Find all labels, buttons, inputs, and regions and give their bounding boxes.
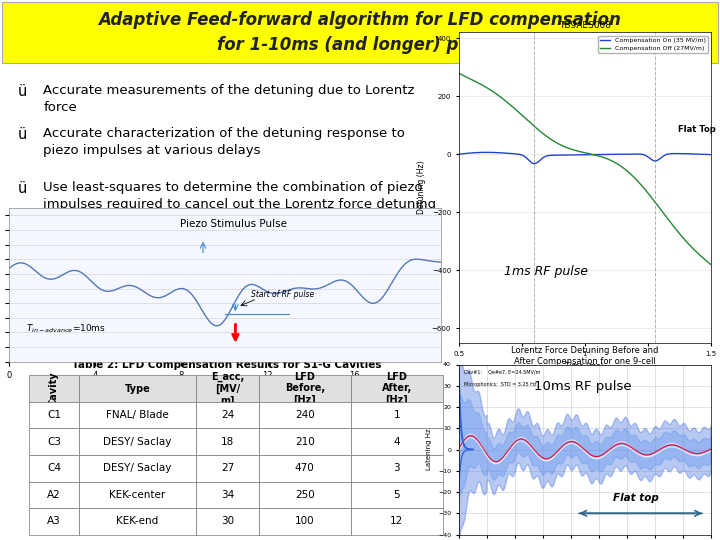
Text: Start of RF pulse: Start of RF pulse — [251, 291, 314, 299]
Text: ü: ü — [18, 84, 27, 99]
Text: Cav#1:    Qe#e7, E=24.5MV/m: Cav#1: Qe#e7, E=24.5MV/m — [464, 369, 540, 375]
Compensation On (35 MV/m) — [455, 151, 464, 158]
Compensation Off (27MV/m) — [667, 220, 675, 226]
Compensation On (35 MV/m) — [454, 151, 463, 158]
Y-axis label: Latening Hz: Latening Hz — [426, 429, 432, 470]
Compensation On (35 MV/m) — [606, 151, 615, 158]
Compensation Off (27MV/m) — [455, 70, 464, 77]
Line: Compensation On (35 MV/m): Compensation On (35 MV/m) — [459, 152, 711, 164]
Text: Table 2: LFD Compensation Results for S1-G Cavities: Table 2: LFD Compensation Results for S1… — [72, 360, 382, 369]
Text: Adaptive Feed-forward algorithm for LFD compensation
for 1-10ms (and longer) pul: Adaptive Feed-forward algorithm for LFD … — [99, 11, 621, 54]
Compensation Off (27MV/m) — [603, 156, 612, 163]
Compensation On (35 MV/m) — [668, 150, 677, 157]
Compensation Off (27MV/m) — [683, 239, 691, 246]
Title: TB9AES008: TB9AES008 — [559, 21, 611, 30]
Compensation Off (27MV/m) — [454, 70, 463, 76]
Text: Piezo Stimulus Pulse: Piezo Stimulus Pulse — [180, 219, 287, 228]
Compensation Off (27MV/m) — [706, 261, 715, 268]
Text: ü: ü — [18, 181, 27, 196]
Compensation On (35 MV/m) — [530, 160, 539, 167]
Compensation On (35 MV/m) — [482, 149, 491, 156]
X-axis label: Time, ms: Time, ms — [202, 386, 247, 395]
Text: $T_{in-advance}$=10ms: $T_{in-advance}$=10ms — [26, 322, 106, 334]
Compensation On (35 MV/m) — [685, 151, 693, 157]
Text: Flat Top: Flat Top — [678, 125, 716, 134]
Text: Accurate characterization of the detuning response to
piezo impulses at various : Accurate characterization of the detunin… — [43, 127, 405, 157]
X-axis label: Time (ms): Time (ms) — [565, 362, 604, 371]
Text: Lorentz Force Detuning Before and
After Compensation for one 9-cell
cavity equip: Lorentz Force Detuning Before and After … — [511, 346, 658, 377]
Compensation On (35 MV/m) — [706, 151, 715, 158]
Compensation On (35 MV/m) — [606, 151, 614, 158]
Text: 1ms RF pulse: 1ms RF pulse — [504, 265, 588, 278]
Line: Compensation Off (27MV/m): Compensation Off (27MV/m) — [459, 73, 711, 265]
Text: Flat top: Flat top — [613, 492, 658, 503]
Text: ü: ü — [18, 127, 27, 142]
Text: Accurate measurements of the detuning due to Lorentz
force: Accurate measurements of the detuning du… — [43, 84, 415, 114]
Y-axis label: Detuning (Hz): Detuning (Hz) — [417, 161, 426, 214]
FancyBboxPatch shape — [2, 2, 718, 63]
Legend: Compensation On (35 MV/m), Compensation Off (27MV/m): Compensation On (35 MV/m), Compensation … — [598, 36, 708, 53]
Text: 10ms RF pulse: 10ms RF pulse — [534, 380, 632, 393]
Compensation Off (27MV/m) — [608, 158, 617, 165]
Compensation Off (27MV/m) — [604, 156, 613, 163]
Text: Microphonics:  STD = 3.25 Hz: Microphonics: STD = 3.25 Hz — [464, 381, 536, 387]
Compensation On (35 MV/m) — [611, 151, 619, 158]
Text: Use least-squares to determine the combination of piezo
impulses required to can: Use least-squares to determine the combi… — [43, 181, 436, 211]
